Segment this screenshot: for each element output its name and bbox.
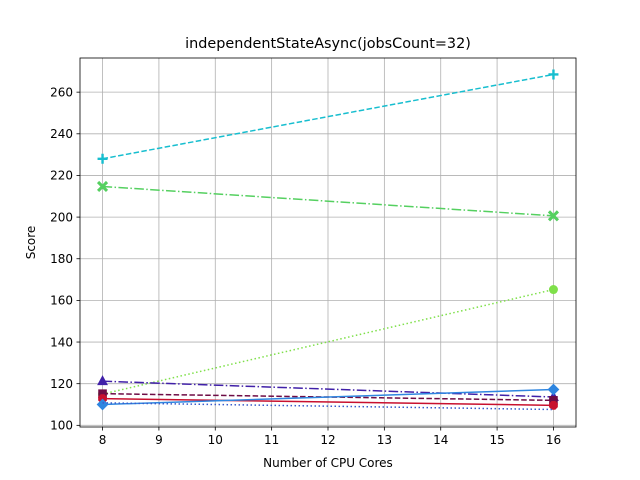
series-line [102,397,554,407]
data-point [548,285,558,295]
data-point [97,153,108,164]
x-tick-label: 9 [155,433,163,447]
series-line [102,402,554,411]
data-point [547,210,560,222]
y-tick-label: 120 [50,377,73,391]
x-tick-label: 11 [264,433,279,447]
series-7 [96,383,560,411]
y-axis: 100 120 140 160 180 200 220 240 260 [50,85,80,433]
series-line [102,380,554,398]
series-line [102,288,554,395]
series-line [102,185,554,217]
x-tick-label: 12 [320,433,335,447]
data-point [97,375,108,386]
y-tick-label: 260 [50,85,73,99]
series-line [102,73,554,160]
series-2 [96,180,560,222]
y-tick-label: 180 [50,252,73,266]
data-point [96,398,109,411]
x-tick-label: 14 [433,433,448,447]
data-point [549,400,558,410]
y-tick-label: 140 [50,335,73,349]
series-1 [97,69,559,164]
y-tick-label: 220 [50,169,73,183]
x-axis-label: Number of CPU Cores [263,456,393,470]
y-tick-label: 240 [50,127,73,141]
series-group [96,69,560,411]
x-tick-label: 8 [99,433,107,447]
chart-title: independentStateAsync(jobsCount=32) [185,36,471,52]
x-tick-label: 15 [489,433,504,447]
y-axis-label: Score [24,226,38,260]
x-tick-label: 13 [377,433,392,447]
y-tick-label: 100 [50,419,73,433]
data-point [547,383,560,396]
data-point [96,180,109,193]
y-tick-label: 200 [50,210,73,224]
data-point [548,69,559,80]
x-tick-label: 10 [208,433,223,447]
series-8 [102,402,554,411]
x-axis: 8 9 10 11 12 13 14 15 16 [99,427,561,447]
y-tick-label: 160 [50,294,73,308]
x-tick-label: 16 [546,433,561,447]
series-line [102,388,554,406]
